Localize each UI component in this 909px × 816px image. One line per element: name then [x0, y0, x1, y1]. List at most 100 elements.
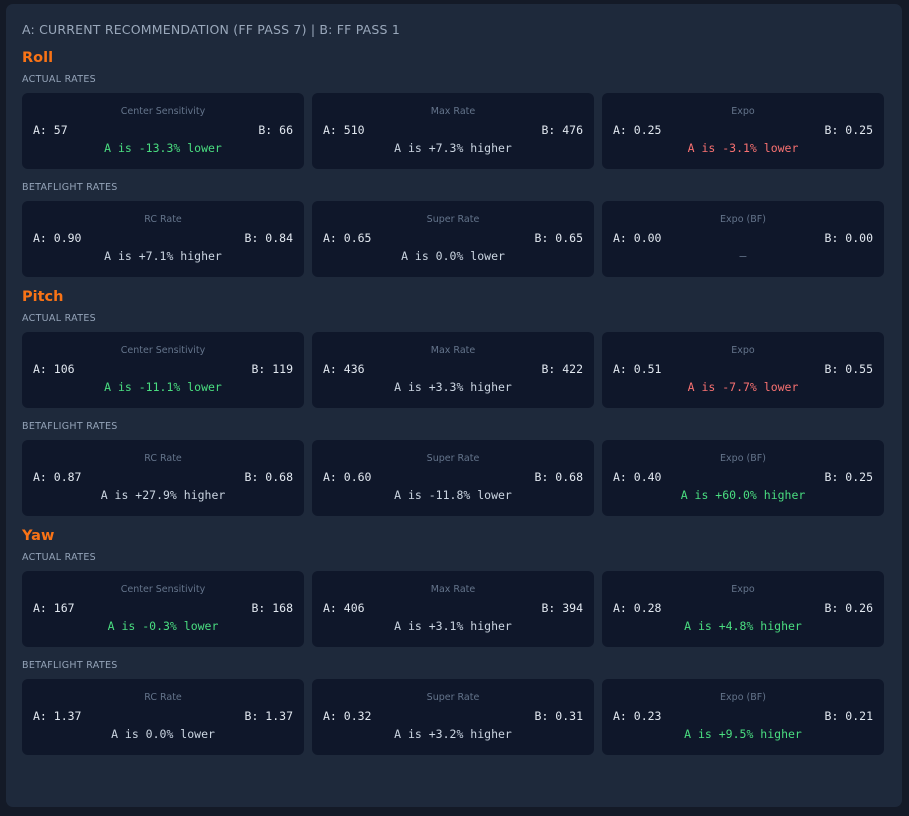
value-a: A: 406	[323, 601, 365, 615]
delta-text: A is 0.0% lower	[111, 727, 215, 741]
card-row: RC Rate A: 1.37 B: 1.37 A is 0.0% lower Supe…	[22, 679, 885, 755]
metric-values: A: 436 B: 422	[323, 362, 583, 377]
metric-values: A: 0.23 B: 0.21	[613, 709, 873, 724]
metric-values: A: 0.28 B: 0.26	[613, 601, 873, 616]
value-b: B: 1.37	[244, 709, 293, 723]
metric-values: A: 167 B: 168	[33, 601, 293, 616]
delta-text: A is +4.8% higher	[684, 619, 802, 633]
metric-card: Max Rate A: 406 B: 394 A is +3.1% higher	[312, 571, 594, 647]
card-row: Center Sensitivity A: 106 B: 119 A is -11.1…	[22, 332, 885, 408]
metric-values: A: 1.37 B: 1.37	[33, 709, 293, 724]
delta-text: A is +60.0% higher	[680, 488, 806, 502]
metric-card: Super Rate A: 0.60 B: 0.68 A is -11.8% lowe…	[312, 440, 594, 516]
metric-name: Expo (BF)	[720, 692, 766, 703]
metric-name: Center Sensitivity	[120, 345, 206, 356]
value-b: B: 0.26	[824, 601, 873, 615]
value-b: B: 0.25	[824, 470, 873, 484]
value-a: A: 0.28	[613, 601, 662, 615]
value-a: A: 0.25	[613, 123, 662, 137]
delta-text: A is -13.3% lower	[104, 141, 222, 155]
card-row: RC Rate A: 0.90 B: 0.84 A is +7.1% higher Su…	[22, 201, 885, 277]
value-a: A: 1.37	[33, 709, 82, 723]
axis-title: Roll	[22, 50, 54, 66]
value-a: A: 0.51	[613, 362, 662, 376]
metric-values: A: 0.65 B: 0.65	[323, 231, 583, 246]
metric-values: A: 0.25 B: 0.25	[613, 123, 873, 138]
metric-card: Center Sensitivity A: 167 B: 168 A is -0.3%…	[22, 571, 304, 647]
value-a: A: 0.40	[613, 470, 662, 484]
value-a: A: 0.60	[323, 470, 372, 484]
value-b: B: 476	[541, 123, 583, 137]
metric-values: A: 510 B: 476	[323, 123, 583, 138]
value-a: A: 0.65	[323, 231, 372, 245]
metric-card: Center Sensitivity A: 106 B: 119 A is -11.1…	[22, 332, 304, 408]
comparison-panel: A: CURRENT RECOMMENDATION (FF PASS 7) | …	[6, 4, 902, 807]
metric-name: Max Rate	[430, 345, 476, 356]
value-a: A: 0.00	[613, 231, 662, 245]
metric-values: A: 0.00 B: 0.00	[613, 231, 873, 246]
metric-card: RC Rate A: 1.37 B: 1.37 A is 0.0% lower	[22, 679, 304, 755]
delta-text: —	[739, 249, 747, 263]
metric-card: Expo (BF) A: 0.23 B: 0.21 A is +9.5% higher	[602, 679, 884, 755]
group-label: BETAFLIGHT RATES	[22, 182, 118, 193]
metric-values: A: 406 B: 394	[323, 601, 583, 616]
delta-text: A is +9.5% higher	[684, 727, 802, 741]
axis-title: Pitch	[22, 289, 64, 305]
delta-text: A is -0.3% lower	[107, 619, 219, 633]
metric-values: A: 0.87 B: 0.68	[33, 470, 293, 485]
value-b: B: 0.68	[244, 470, 293, 484]
delta-text: A is +7.1% higher	[104, 249, 222, 263]
value-a: A: 57	[33, 123, 68, 137]
group-label: ACTUAL RATES	[22, 552, 96, 563]
value-a: A: 106	[33, 362, 75, 376]
metric-name: RC Rate	[144, 692, 182, 703]
value-b: B: 0.55	[824, 362, 873, 376]
delta-text: A is +3.1% higher	[394, 619, 512, 633]
metric-card: Center Sensitivity A: 57 B: 66 A is -13.3% …	[22, 93, 304, 169]
metric-card: RC Rate A: 0.87 B: 0.68 A is +27.9% higher	[22, 440, 304, 516]
metric-values: A: 0.60 B: 0.68	[323, 470, 583, 485]
metric-values: A: 106 B: 119	[33, 362, 293, 377]
metric-name: Super Rate	[426, 692, 480, 703]
delta-text: A is +3.2% higher	[394, 727, 512, 741]
value-b: B: 0.21	[824, 709, 873, 723]
value-b: B: 0.84	[244, 231, 293, 245]
axis-title: Yaw	[22, 528, 55, 544]
delta-text: A is -11.8% lower	[394, 488, 512, 502]
group-label: ACTUAL RATES	[22, 313, 96, 324]
metric-name: Expo (BF)	[720, 453, 766, 464]
delta-text: A is -11.1% lower	[104, 380, 222, 394]
metric-card: Expo (BF) A: 0.40 B: 0.25 A is +60.0% highe…	[602, 440, 884, 516]
metric-card: RC Rate A: 0.90 B: 0.84 A is +7.1% higher	[22, 201, 304, 277]
value-b: B: 0.68	[534, 470, 583, 484]
group-label: ACTUAL RATES	[22, 74, 96, 85]
value-b: B: 422	[541, 362, 583, 376]
metric-values: A: 0.90 B: 0.84	[33, 231, 293, 246]
value-a: A: 0.90	[33, 231, 82, 245]
axes-container: Roll ACTUAL RATES Center Sensitivity A: 57 B…	[22, 48, 885, 755]
metric-name: RC Rate	[144, 214, 182, 225]
value-a: A: 0.23	[613, 709, 662, 723]
page-title: A: CURRENT RECOMMENDATION (FF PASS 7) | …	[22, 22, 401, 37]
metric-card: Expo (BF) A: 0.00 B: 0.00 —	[602, 201, 884, 277]
metric-name: Center Sensitivity	[120, 106, 206, 117]
card-row: Center Sensitivity A: 167 B: 168 A is -0.3%…	[22, 571, 885, 647]
metric-name: Expo (BF)	[720, 214, 766, 225]
metric-card: Expo A: 0.25 B: 0.25 A is -3.1% lower	[602, 93, 884, 169]
axis-section-yaw: Yaw ACTUAL RATES Center Sensitivity A: 167 B…	[22, 526, 885, 755]
metric-name: Super Rate	[426, 214, 480, 225]
metric-card: Super Rate A: 0.32 B: 0.31 A is +3.2% highe…	[312, 679, 594, 755]
metric-name: Max Rate	[430, 106, 476, 117]
metric-name: Expo	[731, 106, 755, 117]
metric-values: A: 0.40 B: 0.25	[613, 470, 873, 485]
metric-card: Max Rate A: 436 B: 422 A is +3.3% higher	[312, 332, 594, 408]
value-b: B: 0.00	[824, 231, 873, 245]
value-b: B: 66	[258, 123, 293, 137]
value-b: B: 394	[541, 601, 583, 615]
value-b: B: 0.25	[824, 123, 873, 137]
delta-text: A is +7.3% higher	[394, 141, 512, 155]
value-a: A: 0.87	[33, 470, 82, 484]
metric-name: Expo	[731, 345, 755, 356]
delta-text: A is -7.7% lower	[687, 380, 799, 394]
axis-section-pitch: Pitch ACTUAL RATES Center Sensitivity A: 10…	[22, 287, 885, 516]
